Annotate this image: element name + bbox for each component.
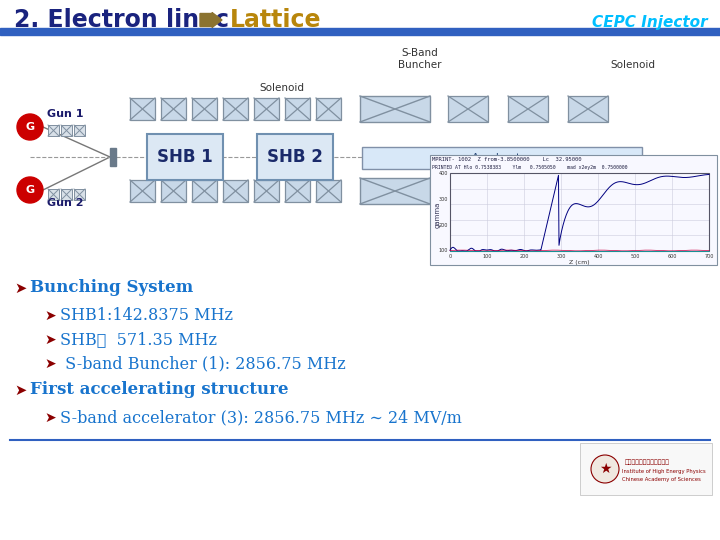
Text: ➤: ➤ [44,309,55,323]
Text: 100: 100 [482,254,492,259]
Bar [130,180,155,202]
Text: First accelerating structure: First accelerating structure [30,381,289,399]
Text: PRINTED AT Hlo 0.7538383    Ylm   0.7505050    mad x2ey2m  0.7500000: PRINTED AT Hlo 0.7538383 Ylm 0.7505050 m… [432,165,628,170]
Bar [74,189,85,200]
Bar [192,98,217,120]
FancyArrow shape [200,12,222,28]
Text: MPRINT- 1002  Z from-3.8500000    Lc  32.95000: MPRINT- 1002 Z from-3.8500000 Lc 32.9500… [432,157,582,162]
Bar [254,180,279,202]
Text: Accelerator: Accelerator [472,153,532,163]
Bar [192,180,217,202]
Bar [48,189,59,200]
Bar [48,125,59,136]
Text: 200: 200 [438,222,448,228]
Text: 100: 100 [438,248,448,253]
Bar [508,96,548,122]
Bar [360,178,430,204]
Bar [362,147,642,169]
Bar [568,96,608,122]
Text: Institute of High Energy Physics: Institute of High Energy Physics [622,469,706,475]
Text: 200: 200 [519,254,528,259]
Bar [285,98,310,120]
Text: G: G [25,185,35,195]
Text: ➤: ➤ [44,411,55,425]
Bar [254,98,279,120]
Text: 中国科学院高能物理研究所: 中国科学院高能物理研究所 [625,459,670,465]
Text: gamma: gamma [435,202,441,228]
Text: Solenoid: Solenoid [611,60,655,70]
Circle shape [591,455,619,483]
Text: Solenoid: Solenoid [259,83,305,93]
Text: S-band Buncher (1): 2856.75 MHz: S-band Buncher (1): 2856.75 MHz [60,355,346,373]
Text: SHB 2: SHB 2 [267,148,323,166]
Bar [448,96,488,122]
Text: G: G [25,122,35,132]
Bar [285,180,310,202]
Bar [223,180,248,202]
Bar [130,98,155,120]
Text: Gun 2: Gun 2 [47,198,84,208]
Text: 500: 500 [630,254,639,259]
Text: ➤: ➤ [14,382,26,397]
Bar [223,98,248,120]
Text: Lattice: Lattice [230,8,322,32]
Bar [161,98,186,120]
Circle shape [17,177,43,203]
Text: Chinese Academy of Sciences: Chinese Academy of Sciences [622,477,701,483]
Text: ★: ★ [599,462,611,476]
Bar [74,125,85,136]
Bar [0,37,720,265]
Text: S-Band
Buncher: S-Band Buncher [398,49,442,70]
Bar [568,178,608,204]
Text: Gun 1: Gun 1 [47,109,84,119]
Bar [450,173,709,251]
Text: 400: 400 [593,254,603,259]
Bar [508,178,548,204]
Text: CEPC Injector: CEPC Injector [593,15,708,30]
Text: 300: 300 [438,197,448,202]
Text: SHB1:142.8375 MHz: SHB1:142.8375 MHz [60,307,233,325]
Bar [448,178,488,204]
Text: S-band accelerator (3): 2856.75 MHz ∼ 24 MV/m: S-band accelerator (3): 2856.75 MHz ∼ 24… [60,409,462,427]
Bar [580,443,712,495]
Text: 2. Electron linac: 2. Electron linac [14,8,229,32]
Bar [147,134,223,180]
Bar [316,180,341,202]
Text: 600: 600 [667,254,677,259]
Text: ➤: ➤ [44,357,55,371]
Bar [430,155,717,265]
Bar [360,96,430,122]
Text: Z (cm): Z (cm) [570,260,590,265]
Circle shape [17,114,43,140]
Bar [316,98,341,120]
Text: 700: 700 [704,254,714,259]
Bar [161,180,186,202]
Text: 300: 300 [557,254,566,259]
Text: ➤: ➤ [44,333,55,347]
Text: Bunching System: Bunching System [30,280,193,296]
Bar [0,28,720,35]
Text: 0: 0 [449,254,451,259]
Bar [257,134,333,180]
Text: 400: 400 [438,171,448,176]
Text: SHB 1: SHB 1 [157,148,213,166]
Bar [61,125,72,136]
Text: SHB：  571.35 MHz: SHB： 571.35 MHz [60,332,217,348]
Text: ➤: ➤ [14,280,26,295]
Bar [110,148,116,166]
Bar [61,189,72,200]
